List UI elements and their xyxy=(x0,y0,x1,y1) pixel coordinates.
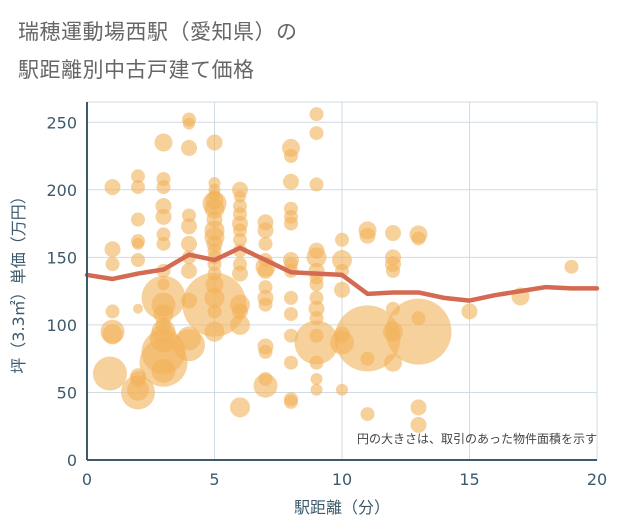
data-point xyxy=(132,237,144,250)
data-point xyxy=(133,303,143,314)
data-point xyxy=(258,280,273,295)
data-point xyxy=(335,232,349,247)
data-point xyxy=(182,208,196,223)
data-point xyxy=(284,307,298,322)
data-point xyxy=(156,236,171,251)
data-point xyxy=(336,383,348,396)
y-tick-label: 200 xyxy=(46,181,77,200)
data-point xyxy=(332,250,352,271)
data-point xyxy=(181,235,197,252)
data-point xyxy=(181,218,197,235)
data-point xyxy=(258,236,273,251)
data-point xyxy=(360,351,375,366)
data-point xyxy=(230,314,250,335)
data-point xyxy=(284,394,298,409)
data-point xyxy=(105,304,120,319)
data-point xyxy=(258,297,273,312)
data-point xyxy=(309,107,324,122)
y-tick-label: 150 xyxy=(46,248,77,267)
data-point xyxy=(151,358,176,383)
data-point xyxy=(310,372,323,385)
data-point xyxy=(257,222,274,239)
data-point xyxy=(232,303,248,320)
data-point xyxy=(284,290,298,305)
data-point xyxy=(105,257,120,272)
data-point xyxy=(410,399,427,416)
data-point xyxy=(207,304,222,319)
axes-layer xyxy=(86,102,597,461)
y-tick-label: 50 xyxy=(57,383,77,402)
data-point xyxy=(131,212,145,227)
data-point xyxy=(233,232,247,247)
x-tick-label: 10 xyxy=(332,470,352,489)
x-tick-label: 20 xyxy=(587,470,607,489)
data-point xyxy=(127,378,149,401)
data-point xyxy=(283,173,299,190)
data-point xyxy=(234,190,246,203)
data-point xyxy=(155,208,172,225)
x-tick-label: 15 xyxy=(459,470,479,489)
data-point xyxy=(310,383,323,396)
y-tick-label: 250 xyxy=(46,113,77,132)
data-point xyxy=(154,133,173,152)
data-point xyxy=(204,321,225,342)
bubble-layer xyxy=(92,107,579,433)
data-point xyxy=(410,416,427,433)
x-tick-label: 5 xyxy=(209,470,219,489)
data-point xyxy=(284,216,298,231)
data-point xyxy=(284,328,298,343)
data-point xyxy=(309,290,324,305)
data-point xyxy=(258,344,273,359)
average-line-layer xyxy=(84,245,600,303)
data-point xyxy=(284,149,298,164)
data-point xyxy=(131,169,145,184)
data-point xyxy=(385,225,401,242)
y-tick-label: 100 xyxy=(46,316,77,335)
data-point xyxy=(384,353,402,372)
chart-title-line2: 駅距離別中古戸建て価格 xyxy=(18,58,255,82)
chart-title-line1: 瑞穂運動場西駅（愛知県）の xyxy=(18,20,298,44)
data-point xyxy=(359,227,376,244)
data-point xyxy=(102,324,123,345)
data-point xyxy=(309,177,324,192)
data-point xyxy=(181,139,197,156)
data-point xyxy=(131,180,145,195)
data-point xyxy=(564,259,579,274)
data-point xyxy=(411,231,426,246)
data-point xyxy=(156,180,171,195)
data-point xyxy=(306,247,327,268)
data-point xyxy=(253,373,278,398)
bubble-size-note: 円の大きさは、取引のあった物件面積を示す xyxy=(356,432,597,446)
data-point xyxy=(294,320,339,365)
x-axis-label: 駅距離（分） xyxy=(294,498,390,517)
data-point xyxy=(309,355,324,370)
x-tick-label: 0 xyxy=(82,470,92,489)
data-point xyxy=(309,277,324,292)
average-price-line xyxy=(84,245,600,303)
data-point xyxy=(386,263,400,278)
data-point xyxy=(183,117,195,130)
data-point xyxy=(232,265,248,282)
data-point xyxy=(92,356,127,391)
y-tick-label: 0 xyxy=(67,451,77,470)
data-point xyxy=(334,281,350,298)
data-point xyxy=(461,303,478,320)
data-point xyxy=(230,397,250,418)
data-point xyxy=(284,355,298,370)
data-point xyxy=(206,134,223,151)
data-point xyxy=(181,262,197,279)
data-point xyxy=(309,126,324,141)
data-point xyxy=(360,407,375,422)
data-point xyxy=(131,253,145,268)
data-point xyxy=(173,329,205,362)
data-point xyxy=(104,179,121,196)
y-axis-label: 坪（3.3㎡）単価（万円） xyxy=(9,188,28,373)
data-point xyxy=(104,241,121,258)
data-point xyxy=(385,298,452,365)
data-point xyxy=(257,262,274,279)
data-point xyxy=(334,305,401,372)
